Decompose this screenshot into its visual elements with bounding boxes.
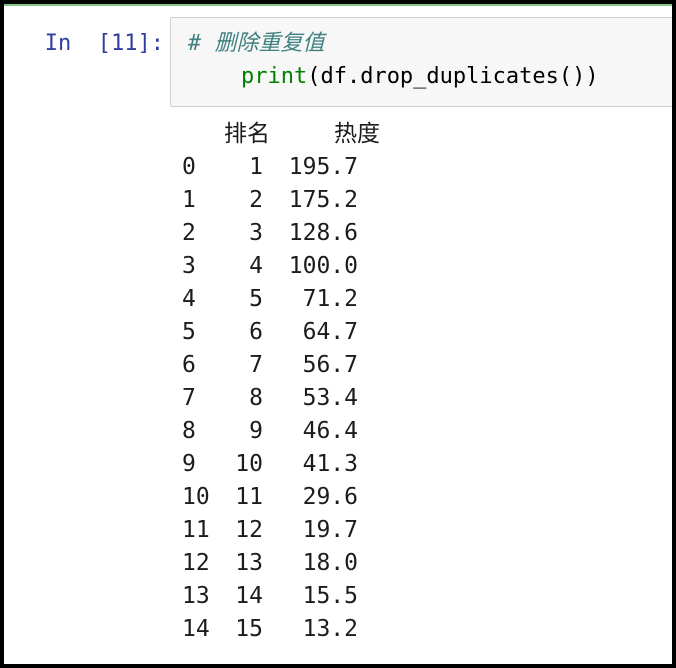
output-row-index: 5	[182, 319, 196, 345]
output-row: 8 9 46.4	[182, 415, 380, 448]
output-row-heat: 19.7	[302, 517, 358, 543]
output-row-heat: 15.5	[302, 583, 358, 609]
output-row-index: 10	[182, 484, 210, 510]
output-row-rank: 12	[235, 517, 263, 543]
code-line-comment: # 删除重复值	[188, 27, 669, 60]
output-row-heat: 71.2	[302, 286, 358, 312]
output-row-index: 12	[182, 550, 210, 576]
output-row-index: 9	[182, 451, 196, 477]
input-prompt: In [11]:	[44, 31, 164, 56]
output-row-index: 4	[182, 286, 196, 312]
output-row-rank: 13	[235, 550, 263, 576]
output-row-heat: 100.0	[288, 253, 358, 279]
output-row-rank: 9	[249, 418, 263, 444]
output-header-heat: 热度	[334, 121, 380, 147]
output-row-index: 2	[182, 220, 196, 246]
output-row-rank: 8	[249, 385, 263, 411]
output-row: 12 13 18.0	[182, 547, 380, 580]
output-rows: 0 1 195.7 1 2 175.2 2 3 128.6 3	[182, 151, 380, 646]
code-keyword-print: print	[240, 64, 308, 89]
output-row: 2 3 128.6	[182, 217, 380, 250]
output-row-rank: 14	[235, 583, 263, 609]
output-row: 5 6 64.7	[182, 316, 380, 349]
output-row-rank: 15	[235, 616, 263, 642]
output-row: 1 2 175.2	[182, 184, 380, 217]
output-row: 7 8 53.4	[182, 382, 380, 415]
code-call-args: (df.drop_duplicates())	[307, 64, 599, 89]
output-row: 9 10 41.3	[182, 448, 380, 481]
output-row-heat: 18.0	[302, 550, 358, 576]
output-row: 3 4 100.0	[182, 250, 380, 283]
cell-top-divider	[4, 4, 672, 6]
output-header-row: 排名 热度	[182, 118, 380, 151]
output-row-rank: 6	[249, 319, 263, 345]
output-row-heat: 64.7	[302, 319, 358, 345]
output-row: 0 1 195.7	[182, 151, 380, 184]
output-row-rank: 3	[249, 220, 263, 246]
output-row-index: 8	[182, 418, 196, 444]
output-row: 14 15 13.2	[182, 613, 380, 646]
output-row-index: 11	[182, 517, 210, 543]
output-row-heat: 53.4	[302, 385, 358, 411]
cell-output: 排名 热度 0 1 195.7 1 2 175.2 2 3	[182, 118, 380, 646]
output-row-rank: 5	[249, 286, 263, 312]
output-row-index: 3	[182, 253, 196, 279]
output-row-rank: 4	[249, 253, 263, 279]
output-row-heat: 195.7	[288, 154, 358, 180]
output-row-rank: 1	[249, 154, 263, 180]
output-header-rank: 排名	[224, 121, 270, 147]
output-row-rank: 10	[235, 451, 263, 477]
output-row-index: 1	[182, 187, 196, 213]
output-row-rank: 11	[235, 484, 263, 510]
code-indent	[188, 64, 241, 89]
output-row-index: 0	[182, 154, 196, 180]
output-row: 6 7 56.7	[182, 349, 380, 382]
code-editor[interactable]: # 删除重复值 print(df.drop_duplicates())	[170, 17, 672, 107]
output-row-rank: 7	[249, 352, 263, 378]
output-row-index: 14	[182, 616, 210, 642]
output-row-heat: 56.7	[302, 352, 358, 378]
output-row: 10 11 29.6	[182, 481, 380, 514]
output-row: 13 14 15.5	[182, 580, 380, 613]
output-row: 11 12 19.7	[182, 514, 380, 547]
code-cell: In [11]: # 删除重复值 print(df.drop_duplicate…	[4, 17, 672, 107]
output-row-heat: 41.3	[302, 451, 358, 477]
output-row-heat: 13.2	[302, 616, 358, 642]
output-row-heat: 29.6	[302, 484, 358, 510]
output-row-index: 13	[182, 583, 210, 609]
output-row-heat: 46.4	[302, 418, 358, 444]
output-row-heat: 128.6	[288, 220, 358, 246]
output-row: 4 5 71.2	[182, 283, 380, 316]
output-row-rank: 2	[249, 187, 263, 213]
code-comment: # 删除重复值	[188, 31, 325, 56]
output-row-index: 7	[182, 385, 196, 411]
output-row-heat: 175.2	[288, 187, 358, 213]
code-line-print: print(df.drop_duplicates())	[188, 60, 669, 93]
output-row-index: 6	[182, 352, 196, 378]
